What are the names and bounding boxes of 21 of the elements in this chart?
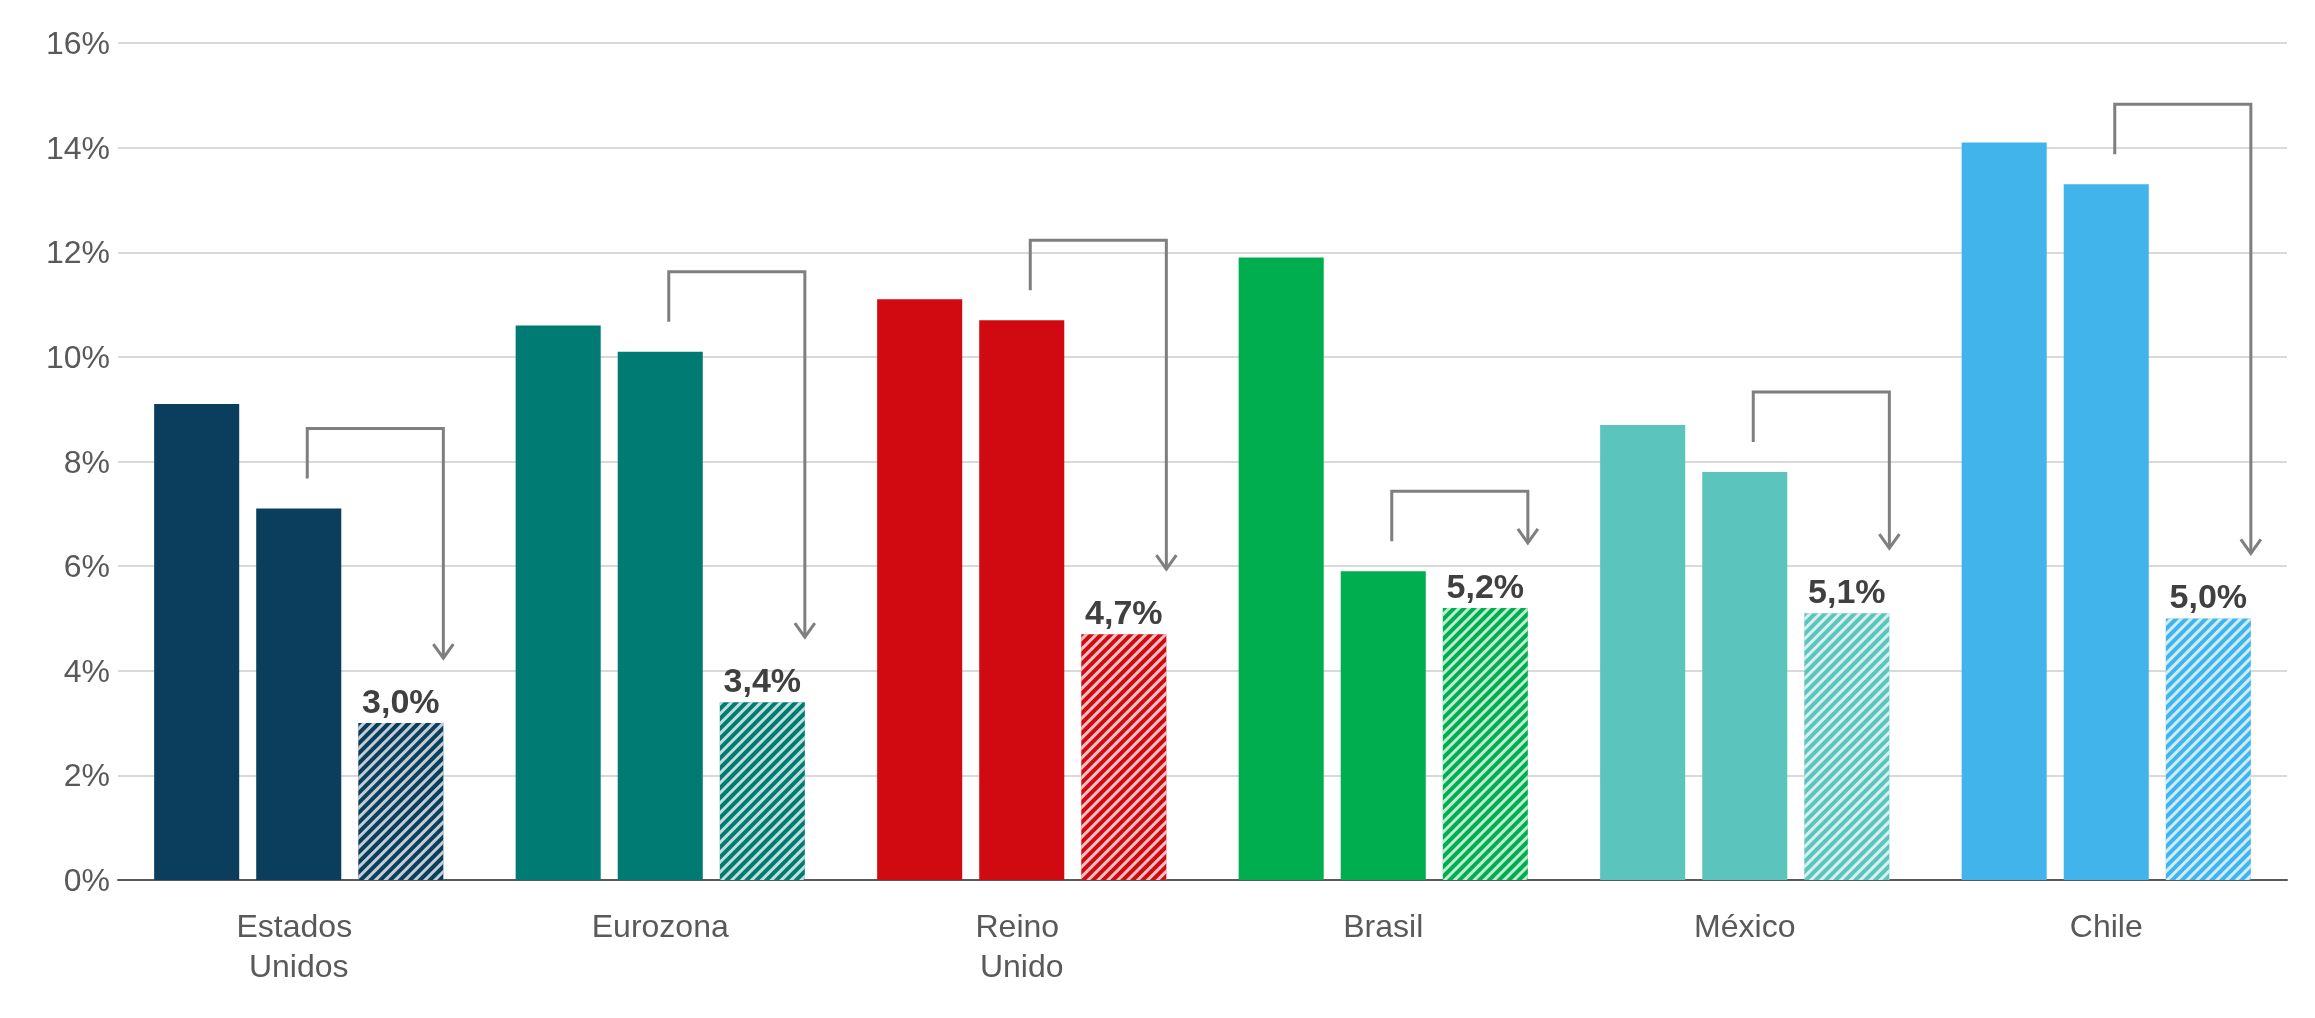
y-tick-label: 14% xyxy=(45,129,110,166)
x-tick-label: Reino Unido xyxy=(975,908,1068,984)
y-tick-label: 10% xyxy=(45,338,110,375)
data-label: 4,7% xyxy=(1085,593,1163,632)
data-label: 3,0% xyxy=(362,682,440,721)
x-tick-label: México xyxy=(1694,908,1796,944)
y-tick-label: 16% xyxy=(45,25,110,61)
x-tick-label: Eurozona xyxy=(591,908,729,944)
data-label: 5,1% xyxy=(1808,572,1886,611)
x-tick-label: Brasil xyxy=(1343,908,1424,944)
x-tick-label: Estados Unidos xyxy=(236,908,362,984)
y-tick-label: 6% xyxy=(63,548,110,585)
data-label: 5,2% xyxy=(1446,566,1525,605)
y-tick-label: 4% xyxy=(63,652,110,689)
y-tick-label: 12% xyxy=(45,234,110,271)
y-tick-label: 8% xyxy=(63,443,110,480)
data-label: 5,0% xyxy=(2169,577,2248,616)
x-tick-label: Chile xyxy=(2069,908,2143,944)
y-tick-label: 0% xyxy=(63,862,110,898)
data-label: 3,4% xyxy=(723,661,802,700)
y-tick-label: 2% xyxy=(63,757,110,794)
